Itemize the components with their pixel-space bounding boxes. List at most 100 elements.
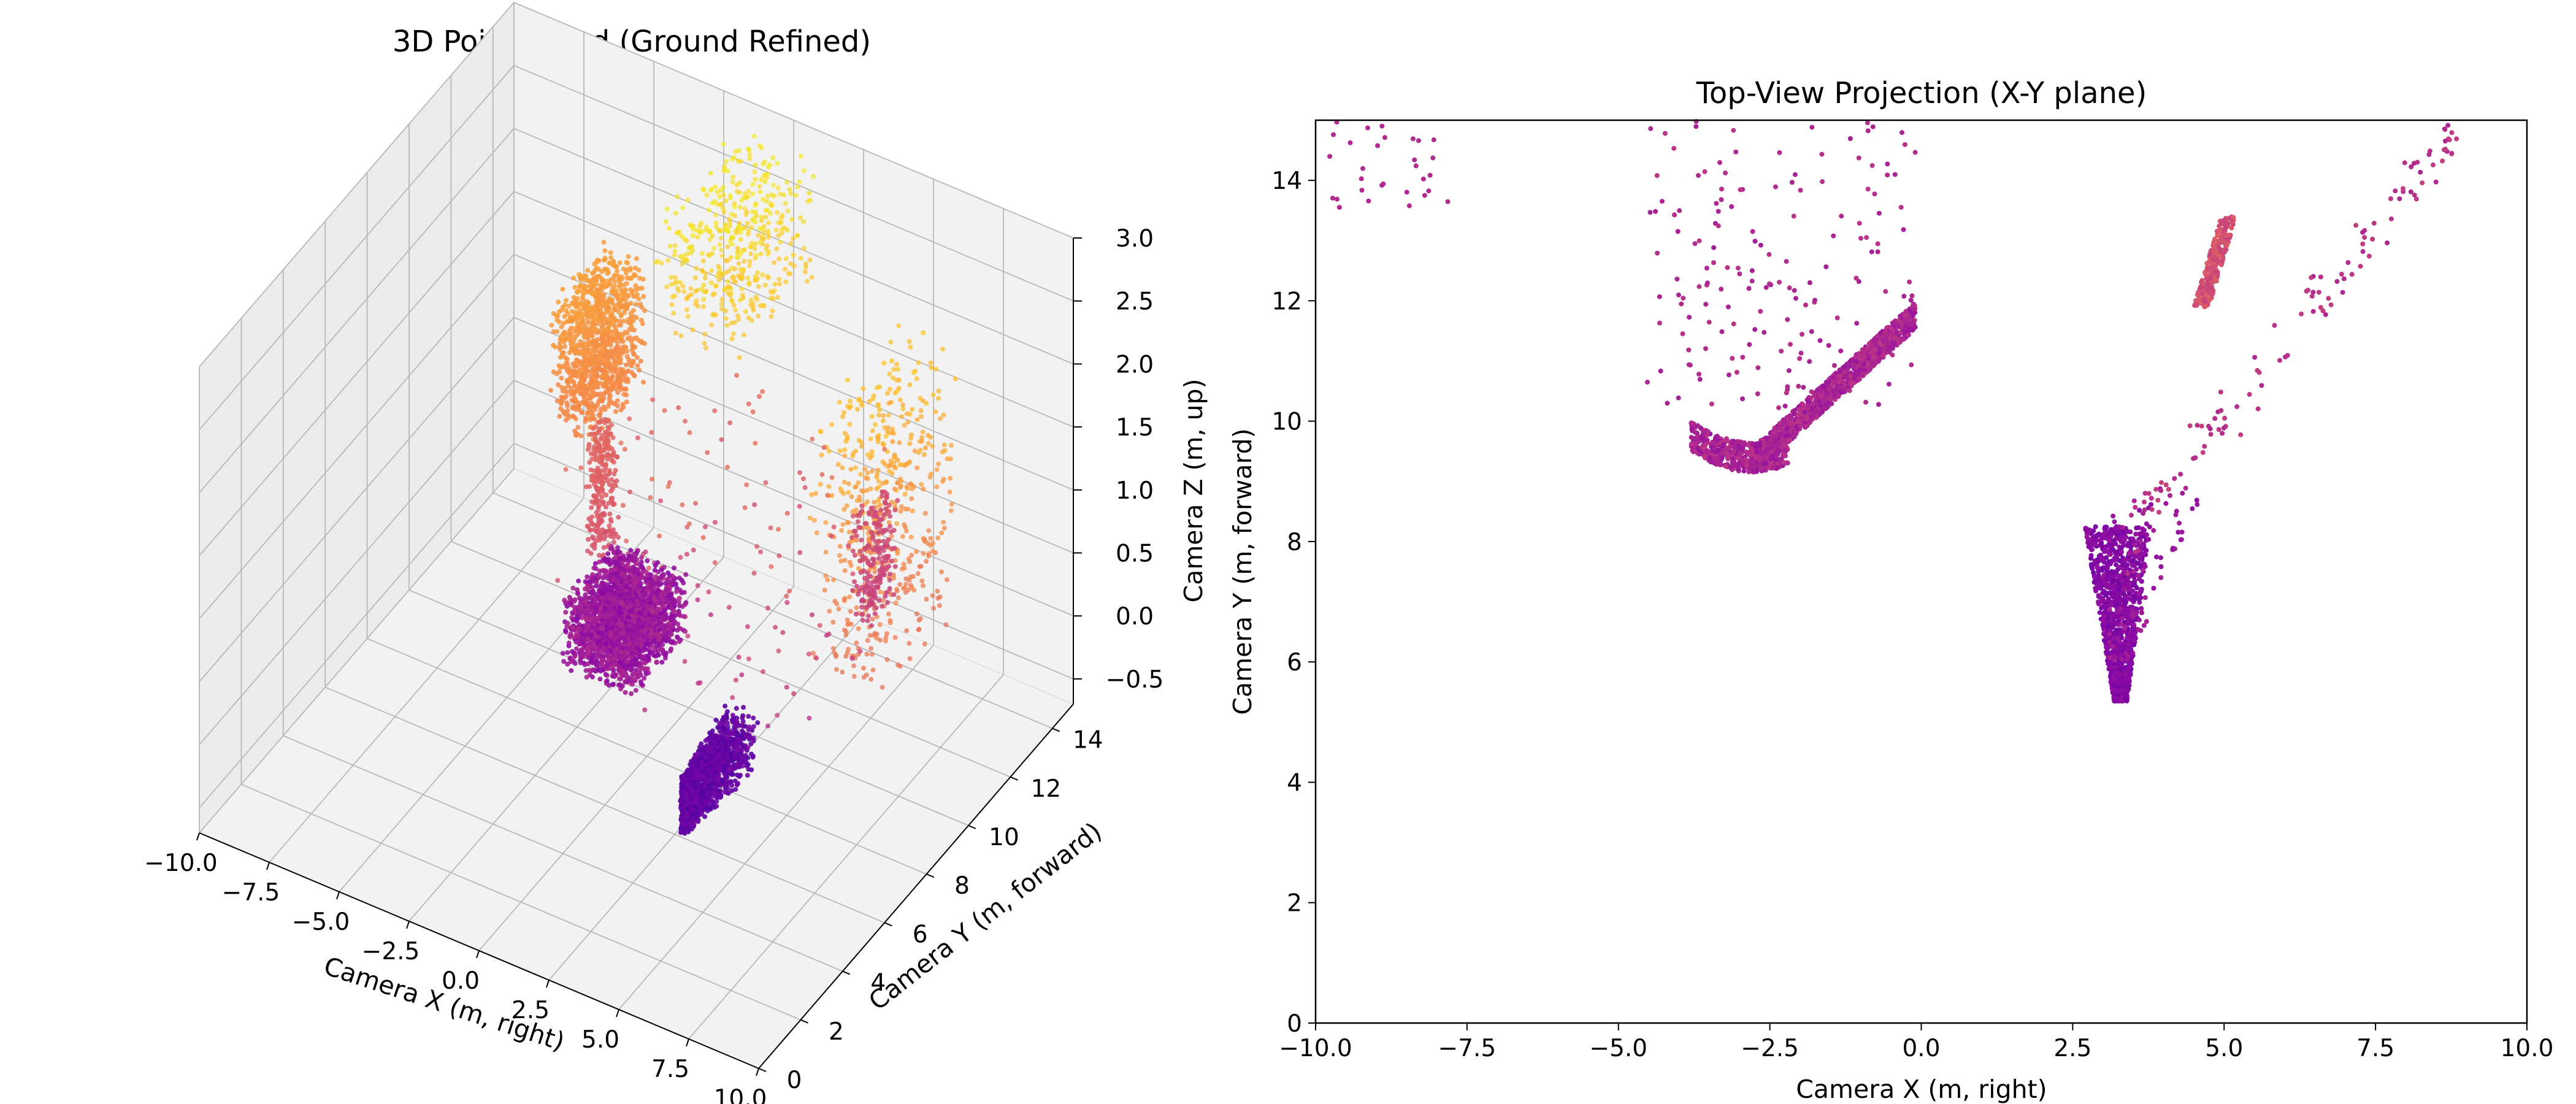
point-3d — [859, 611, 865, 617]
point-3d — [620, 367, 626, 372]
point-3d — [693, 500, 698, 506]
point-3d — [898, 508, 903, 514]
point-3d — [897, 664, 903, 669]
point-3d — [868, 436, 873, 442]
point-3d — [597, 677, 603, 682]
point-3d — [654, 606, 660, 611]
point-3d — [726, 291, 731, 296]
grid-line — [688, 674, 1004, 1040]
point-3d — [850, 513, 856, 519]
point-3d — [735, 250, 740, 255]
point-3d — [634, 335, 639, 340]
point-3d — [613, 288, 619, 293]
point-3d — [775, 185, 781, 191]
point-3d — [780, 213, 785, 218]
point-3d — [588, 417, 593, 423]
point-3d — [726, 605, 732, 610]
point-3d — [723, 316, 729, 321]
point-3d — [823, 550, 829, 555]
point-3d — [922, 642, 927, 646]
point-3d — [902, 565, 907, 571]
point-3d — [751, 134, 757, 139]
point-3d — [798, 255, 803, 261]
point-3d — [909, 585, 914, 590]
point-3d — [898, 397, 903, 403]
point-3d — [760, 272, 765, 278]
point-3d — [909, 553, 914, 558]
point-3d — [694, 298, 699, 304]
point-3d — [600, 575, 606, 581]
point-3d — [838, 486, 843, 491]
point-3d — [798, 215, 803, 220]
grid-line — [451, 540, 1011, 778]
point-3d — [618, 323, 623, 328]
point-3d — [575, 431, 580, 437]
point-3d — [945, 577, 950, 583]
point-3d — [653, 259, 658, 265]
point-3d — [591, 376, 597, 381]
point-3d — [941, 442, 947, 448]
point-3d — [700, 269, 705, 274]
point-3d — [594, 337, 600, 342]
point-3d — [891, 367, 897, 372]
point-3d — [623, 376, 628, 381]
point-3d — [549, 323, 554, 328]
point-3d — [914, 465, 920, 470]
point-3d — [936, 396, 941, 401]
point-3d — [610, 681, 616, 687]
point-3d — [921, 486, 926, 492]
point-3d — [554, 398, 560, 404]
point-3d — [624, 599, 630, 605]
point-3d — [576, 578, 581, 584]
point-3d — [566, 304, 572, 309]
point-3d — [600, 512, 605, 516]
point-3d — [702, 340, 707, 346]
point-3d — [936, 461, 941, 467]
point-3d — [759, 226, 765, 231]
point-3d — [880, 598, 885, 604]
point-3d — [618, 378, 623, 384]
point-3d — [877, 384, 882, 389]
point-3d — [842, 453, 848, 459]
point-3d — [618, 338, 624, 343]
chart-3d-grid — [199, 2, 1074, 1069]
point-3d — [840, 669, 845, 675]
point-3d — [753, 440, 758, 446]
point-3d — [602, 468, 607, 473]
point-3d — [933, 366, 939, 372]
point-3d — [638, 661, 644, 667]
point-3d — [713, 283, 718, 288]
point-3d — [611, 283, 617, 289]
point-3d — [861, 386, 866, 391]
point-3d — [611, 598, 616, 604]
point-3d — [732, 279, 738, 285]
point-3d — [892, 466, 898, 471]
point-3d — [573, 297, 578, 303]
point-3d — [664, 207, 670, 212]
point-3d — [723, 308, 728, 313]
point-3d — [869, 414, 875, 419]
point-3d — [599, 286, 604, 292]
point-3d — [868, 623, 874, 629]
point-3d — [593, 326, 599, 332]
point-3d — [608, 277, 613, 283]
point-3d — [607, 350, 613, 355]
point-3d — [940, 347, 945, 352]
point-3d — [842, 568, 848, 573]
point-3d — [709, 322, 715, 328]
point-3d — [707, 207, 712, 213]
point-3d — [907, 641, 912, 646]
point-3d — [717, 242, 723, 247]
point-3d — [753, 210, 758, 215]
point-3d — [635, 602, 641, 607]
point-3d — [742, 247, 747, 253]
point-3d — [606, 472, 611, 477]
point-3d — [702, 331, 707, 337]
point-3d — [763, 480, 769, 485]
point-3d — [702, 289, 707, 294]
point-3d — [886, 412, 891, 418]
point-3d — [607, 386, 612, 392]
point-3d — [636, 672, 642, 678]
point-3d — [747, 152, 753, 158]
point-3d — [712, 560, 718, 565]
